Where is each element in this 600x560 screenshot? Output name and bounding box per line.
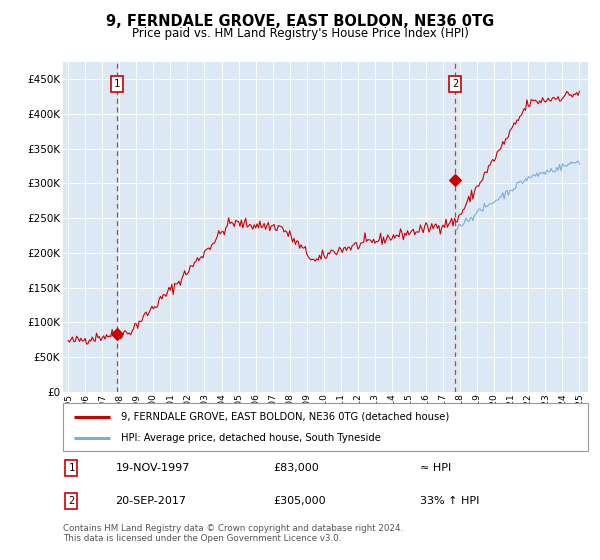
Text: 20-SEP-2017: 20-SEP-2017 (115, 496, 187, 506)
FancyBboxPatch shape (63, 403, 588, 451)
Text: 2: 2 (452, 79, 458, 89)
Point (451, 175, 460, 184)
Text: Contains HM Land Registry data © Crown copyright and database right 2024.
This d: Contains HM Land Registry data © Crown c… (63, 524, 403, 543)
Point (112, 330, 122, 339)
Text: £305,000: £305,000 (273, 496, 326, 506)
Text: 19-NOV-1997: 19-NOV-1997 (115, 463, 190, 473)
Text: 33% ↑ HPI: 33% ↑ HPI (420, 496, 479, 506)
Text: 9, FERNDALE GROVE, EAST BOLDON, NE36 0TG (detached house): 9, FERNDALE GROVE, EAST BOLDON, NE36 0TG… (121, 412, 449, 422)
Text: £83,000: £83,000 (273, 463, 319, 473)
Text: 9, FERNDALE GROVE, EAST BOLDON, NE36 0TG: 9, FERNDALE GROVE, EAST BOLDON, NE36 0TG (106, 14, 494, 29)
Text: HPI: Average price, detached house, South Tyneside: HPI: Average price, detached house, Sout… (121, 433, 380, 444)
Text: ≈ HPI: ≈ HPI (420, 463, 451, 473)
Text: 1: 1 (68, 463, 74, 473)
Text: 1: 1 (114, 79, 120, 89)
Text: 2: 2 (68, 496, 74, 506)
Text: Price paid vs. HM Land Registry's House Price Index (HPI): Price paid vs. HM Land Registry's House … (131, 27, 469, 40)
